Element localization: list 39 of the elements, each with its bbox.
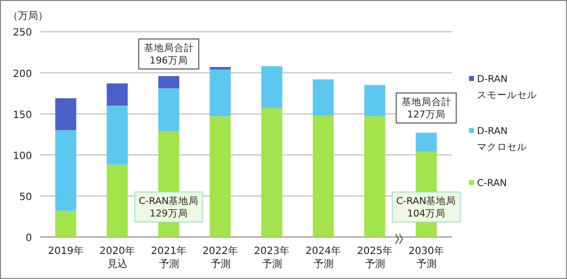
x-tick-label: 2024年予測 bbox=[306, 245, 341, 270]
x-tick-label: 2025年予測 bbox=[357, 245, 392, 270]
legend-label: D-RAN スモールセル bbox=[477, 74, 537, 101]
x-tick-label: 2022年予測 bbox=[202, 245, 238, 270]
annotation: 基地局合計 127万局 bbox=[401, 96, 452, 120]
x-tick-label: 2021年予測 bbox=[151, 245, 186, 270]
x-tick-label: 2023年予測 bbox=[254, 245, 290, 270]
bar bbox=[261, 108, 282, 237]
legend-label: C-RAN bbox=[477, 178, 507, 189]
bar bbox=[364, 85, 386, 116]
bar bbox=[364, 116, 386, 237]
bar bbox=[210, 69, 231, 116]
bar bbox=[312, 115, 334, 237]
bar bbox=[158, 76, 180, 88]
bar bbox=[106, 83, 128, 106]
y-axis-title: （万局） bbox=[8, 11, 48, 22]
bar bbox=[55, 130, 76, 211]
bar bbox=[55, 210, 76, 237]
bar bbox=[416, 132, 437, 152]
x-tick-label: 2030年予測 bbox=[408, 245, 444, 270]
y-tick-label: 0 bbox=[26, 233, 32, 244]
bar bbox=[210, 116, 231, 237]
x-tick-label: 2020年見込 bbox=[100, 245, 135, 270]
bar bbox=[158, 88, 180, 132]
annotation: C-RAN基地局 129万局 bbox=[138, 195, 199, 220]
legend-label: D-RAN マクロセル bbox=[477, 126, 527, 153]
y-tick-label: 100 bbox=[12, 150, 32, 162]
annotation: C-RAN基地局 104万局 bbox=[396, 195, 456, 220]
bar bbox=[55, 98, 76, 130]
y-tick-label: 200 bbox=[12, 68, 32, 80]
annotation: 基地局合計 196万局 bbox=[144, 42, 194, 66]
bar bbox=[106, 106, 128, 165]
bar bbox=[106, 164, 128, 237]
x-tick-label: 2019年 bbox=[48, 245, 84, 257]
y-tick-label: 50 bbox=[19, 192, 32, 203]
bar bbox=[312, 79, 334, 116]
y-tick-label: 150 bbox=[12, 110, 32, 121]
y-tick-label: 250 bbox=[12, 28, 32, 39]
bar bbox=[261, 66, 282, 108]
